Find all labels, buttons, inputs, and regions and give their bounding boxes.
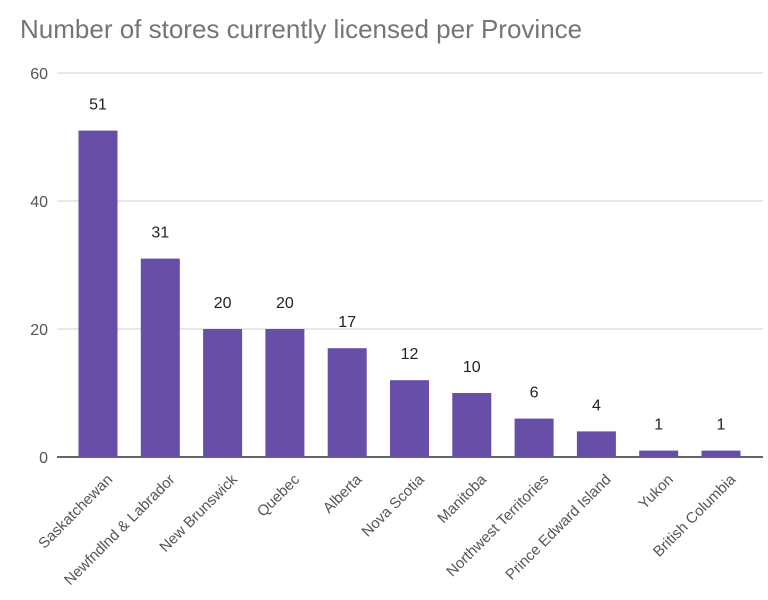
- bars: [78, 130, 741, 457]
- x-tick-label: Newfndlnd & Labrador: [61, 471, 179, 589]
- bar: [701, 450, 741, 457]
- x-tick-label: Northwest Territories: [443, 471, 552, 580]
- bar: [203, 329, 243, 457]
- bar: [140, 258, 180, 457]
- x-tick-label: Prince Edward Island: [502, 471, 614, 583]
- x-tick-label: Manitoba: [434, 471, 490, 527]
- y-tick-label: 60: [30, 66, 48, 83]
- bar: [576, 431, 616, 457]
- x-tick-label: Yukon: [635, 471, 677, 513]
- bar: [327, 348, 367, 457]
- y-tick-label: 20: [30, 322, 48, 339]
- chart-title: Number of stores currently licensed per …: [20, 14, 583, 44]
- bar: [452, 393, 492, 457]
- data-label: 1: [654, 417, 663, 434]
- x-tick-label: Alberta: [320, 471, 366, 517]
- bar: [514, 418, 554, 457]
- data-label: 6: [530, 385, 539, 402]
- data-label: 31: [151, 225, 169, 242]
- y-tick-label: 40: [30, 194, 48, 211]
- x-tick-label: Quebec: [254, 471, 304, 521]
- y-tick-label: 0: [39, 450, 48, 467]
- data-label: 20: [214, 295, 232, 312]
- data-labels: 51 31 20 20 17 12 10 6 4 1 1: [89, 97, 725, 434]
- data-label: 10: [463, 359, 481, 376]
- data-label: 1: [717, 417, 726, 434]
- x-tick-label: Nova Scotia: [358, 471, 428, 541]
- bar: [390, 380, 429, 457]
- bar: [265, 329, 305, 457]
- data-label: 51: [89, 97, 107, 114]
- data-label: 20: [276, 295, 294, 312]
- data-label: 12: [401, 346, 419, 363]
- bar: [639, 450, 679, 457]
- data-label: 17: [338, 314, 356, 331]
- y-axis-ticks: 0 20 40 60: [30, 66, 48, 467]
- bar: [78, 130, 118, 457]
- data-label: 4: [592, 397, 601, 414]
